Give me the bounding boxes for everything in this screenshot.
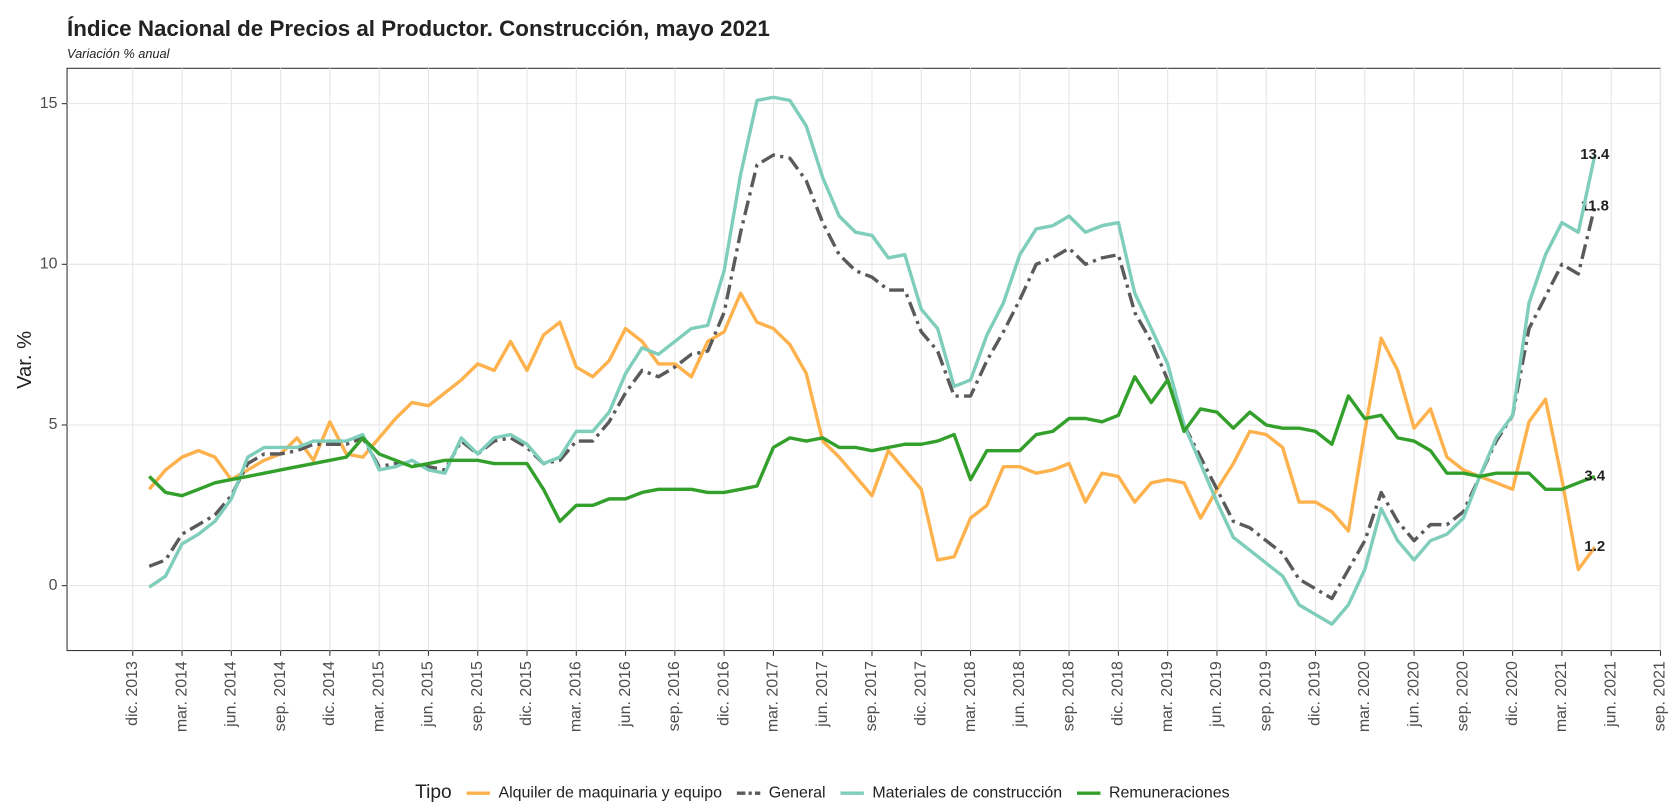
x-tick-label: jun. 2014 (223, 661, 240, 728)
end-value-label: 3.4 (1584, 468, 1605, 484)
legend-label: Alquiler de maquinaria y equipo (498, 784, 722, 801)
x-tick-label: dic. 2017 (912, 661, 929, 726)
x-tick-label: jun. 2018 (1011, 661, 1028, 728)
series-line (148, 153, 1597, 601)
y-axis-label: Var. % (14, 331, 36, 389)
legend-title: Tipo (415, 782, 452, 803)
legend-label: Remuneraciones (1109, 784, 1230, 801)
legend: Tipo Alquiler de maquinaria y equipo Gener… (415, 782, 1230, 803)
x-tick-label: mar. 2015 (370, 661, 387, 732)
plot-border (66, 67, 1662, 652)
x-tick-label: mar. 2018 (962, 661, 979, 732)
x-tick-label: sep. 2021 (1652, 661, 1669, 731)
chart-subtitle: Variación % anual (67, 46, 171, 61)
chart-title: Índice Nacional de Precios al Productor.… (67, 16, 770, 41)
x-tick-label: jun. 2019 (1208, 661, 1225, 728)
x-tick-label: dic. 2019 (1307, 661, 1324, 726)
x-tick-label: dic. 2014 (321, 661, 338, 726)
x-tick-label: sep. 2018 (1060, 661, 1077, 731)
x-tick-label: sep. 2017 (863, 661, 880, 731)
legend-label: General (769, 784, 826, 801)
x-tick-label: dic. 2016 (715, 661, 732, 726)
x-tick-label: sep. 2019 (1257, 661, 1274, 731)
x-tick-label: jun. 2016 (617, 661, 634, 728)
y-tick-label: 10 (40, 256, 58, 273)
x-tick-label: mar. 2021 (1553, 661, 1570, 732)
x-tick-label: dic. 2015 (518, 661, 535, 726)
x-tick-label: mar. 2019 (1159, 661, 1176, 732)
x-tick-label: dic. 2018 (1110, 661, 1127, 726)
x-tick-label: jun. 2015 (420, 661, 437, 728)
end-value-label: 1.2 (1584, 539, 1605, 555)
series-line (148, 375, 1596, 524)
x-tick-label: jun. 2017 (814, 661, 831, 728)
x-tick-label: jun. 2020 (1405, 661, 1422, 728)
series-line (147, 291, 1597, 572)
x-tick-label: sep. 2015 (469, 661, 486, 731)
end-value-label: 13.4 (1580, 147, 1610, 163)
plot-area: 0 5 10 15 dic. 2013 mar. 2014 jun. 2014 sep. 20… (40, 67, 1669, 732)
series-line (148, 95, 1597, 626)
x-tick-label: mar. 2014 (173, 661, 190, 732)
end-value-label: 11.8 (1581, 198, 1609, 214)
y-tick-label: 5 (49, 416, 58, 433)
x-tick-label: sep. 2016 (666, 661, 683, 731)
legend-label: Materiales de construcción (872, 784, 1062, 801)
x-tick-label: sep. 2020 (1455, 661, 1472, 731)
x-tick-label: jun. 2021 (1602, 661, 1619, 728)
y-tick-label: 15 (40, 95, 58, 112)
x-tick-label: mar. 2020 (1356, 661, 1373, 732)
x-tick-label: dic. 2013 (124, 661, 141, 726)
x-tick-label: mar. 2017 (765, 661, 782, 732)
x-tick-label: sep. 2014 (272, 661, 289, 731)
x-tick-label: mar. 2016 (568, 661, 585, 732)
y-tick-label: 0 (49, 577, 58, 594)
x-tick-label: dic. 2020 (1504, 661, 1521, 726)
